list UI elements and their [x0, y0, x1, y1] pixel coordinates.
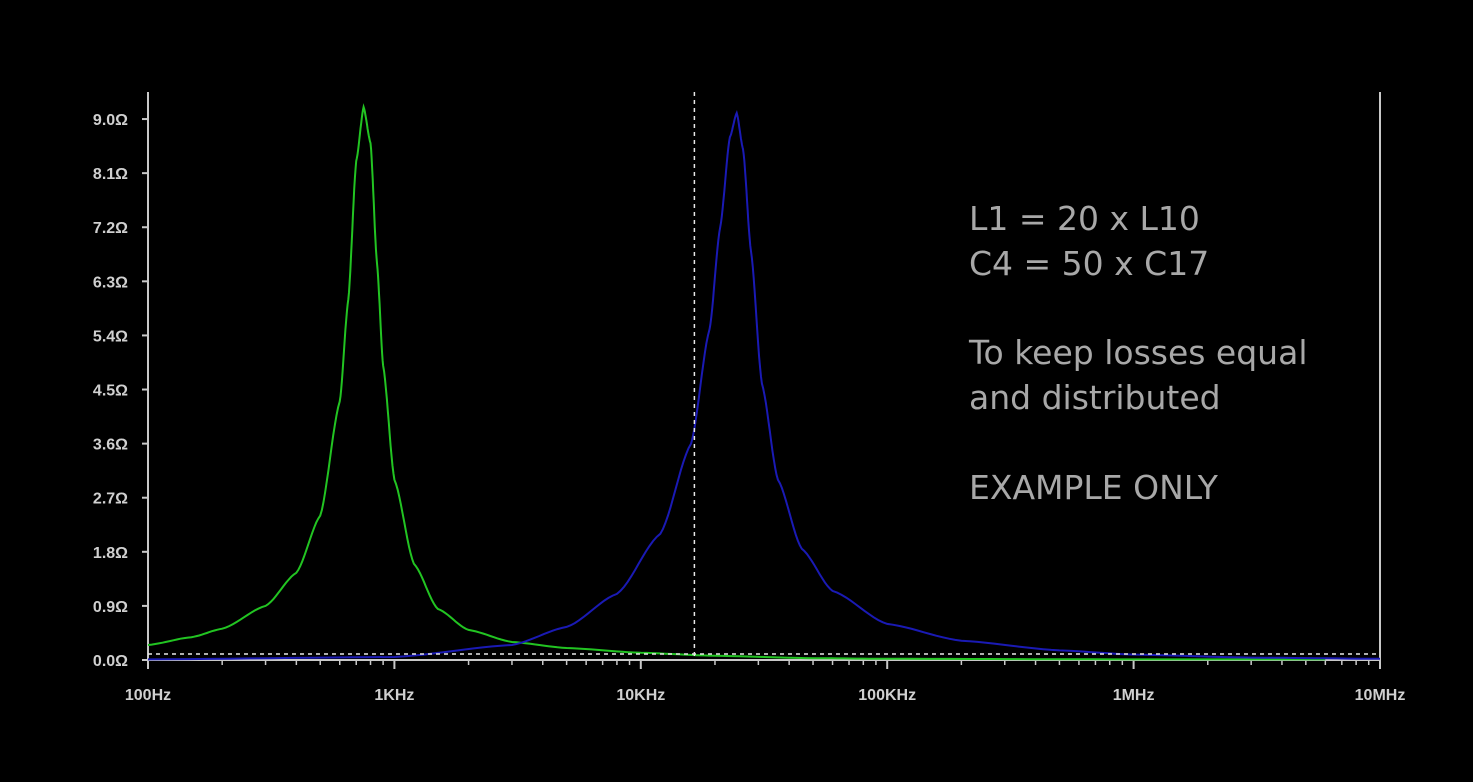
y-tick-label: 7.2Ω: [93, 220, 128, 237]
series-group: [147, 103, 1381, 661]
y-tick-label: 0.0Ω: [93, 653, 128, 670]
x-axis: 100Hz 1KHz 10KHz 100KHz 1MHz 10MHz: [125, 659, 1406, 704]
annotation-line-1: L1 = 20 x L10: [969, 199, 1200, 238]
y-tick-label: 1.8Ω: [93, 545, 128, 562]
annotation-line-5: EXAMPLE ONLY: [969, 468, 1218, 507]
y-tick-label: 9.0Ω: [93, 112, 128, 129]
y-tick-label: 5.4Ω: [93, 328, 128, 345]
y-tick-label: 4.5Ω: [93, 383, 128, 400]
annotation-line-3: To keep losses equal: [969, 333, 1308, 372]
x-tick-label: 1KHz: [374, 687, 414, 704]
x-tick-label: 10MHz: [1355, 687, 1406, 704]
x-tick-label: 10KHz: [616, 687, 665, 704]
annotation-line-4: and distributed: [969, 378, 1221, 417]
y-tick-label: 2.7Ω: [93, 491, 128, 508]
x-tick-label: 100KHz: [858, 687, 916, 704]
y-axis: 0.0Ω 0.9Ω 1.8Ω 2.7Ω 3.6Ω 4.5Ω 5.4Ω 6.3Ω 7.2Ω 8.1Ω…: [93, 92, 1381, 670]
cursor-group: [148, 92, 1380, 660]
series-2-line: [147, 110, 1381, 661]
y-tick-label: 8.1Ω: [93, 166, 128, 183]
series-1-line: [147, 103, 1326, 661]
y-tick-label: 6.3Ω: [93, 274, 128, 291]
y-tick-label: 0.9Ω: [93, 599, 128, 616]
x-tick-label: 1MHz: [1113, 687, 1155, 704]
y-tick-label: 3.6Ω: [93, 437, 128, 454]
x-tick-label: 100Hz: [125, 687, 171, 704]
annotation-line-2: C4 = 50 x C17: [969, 244, 1210, 283]
